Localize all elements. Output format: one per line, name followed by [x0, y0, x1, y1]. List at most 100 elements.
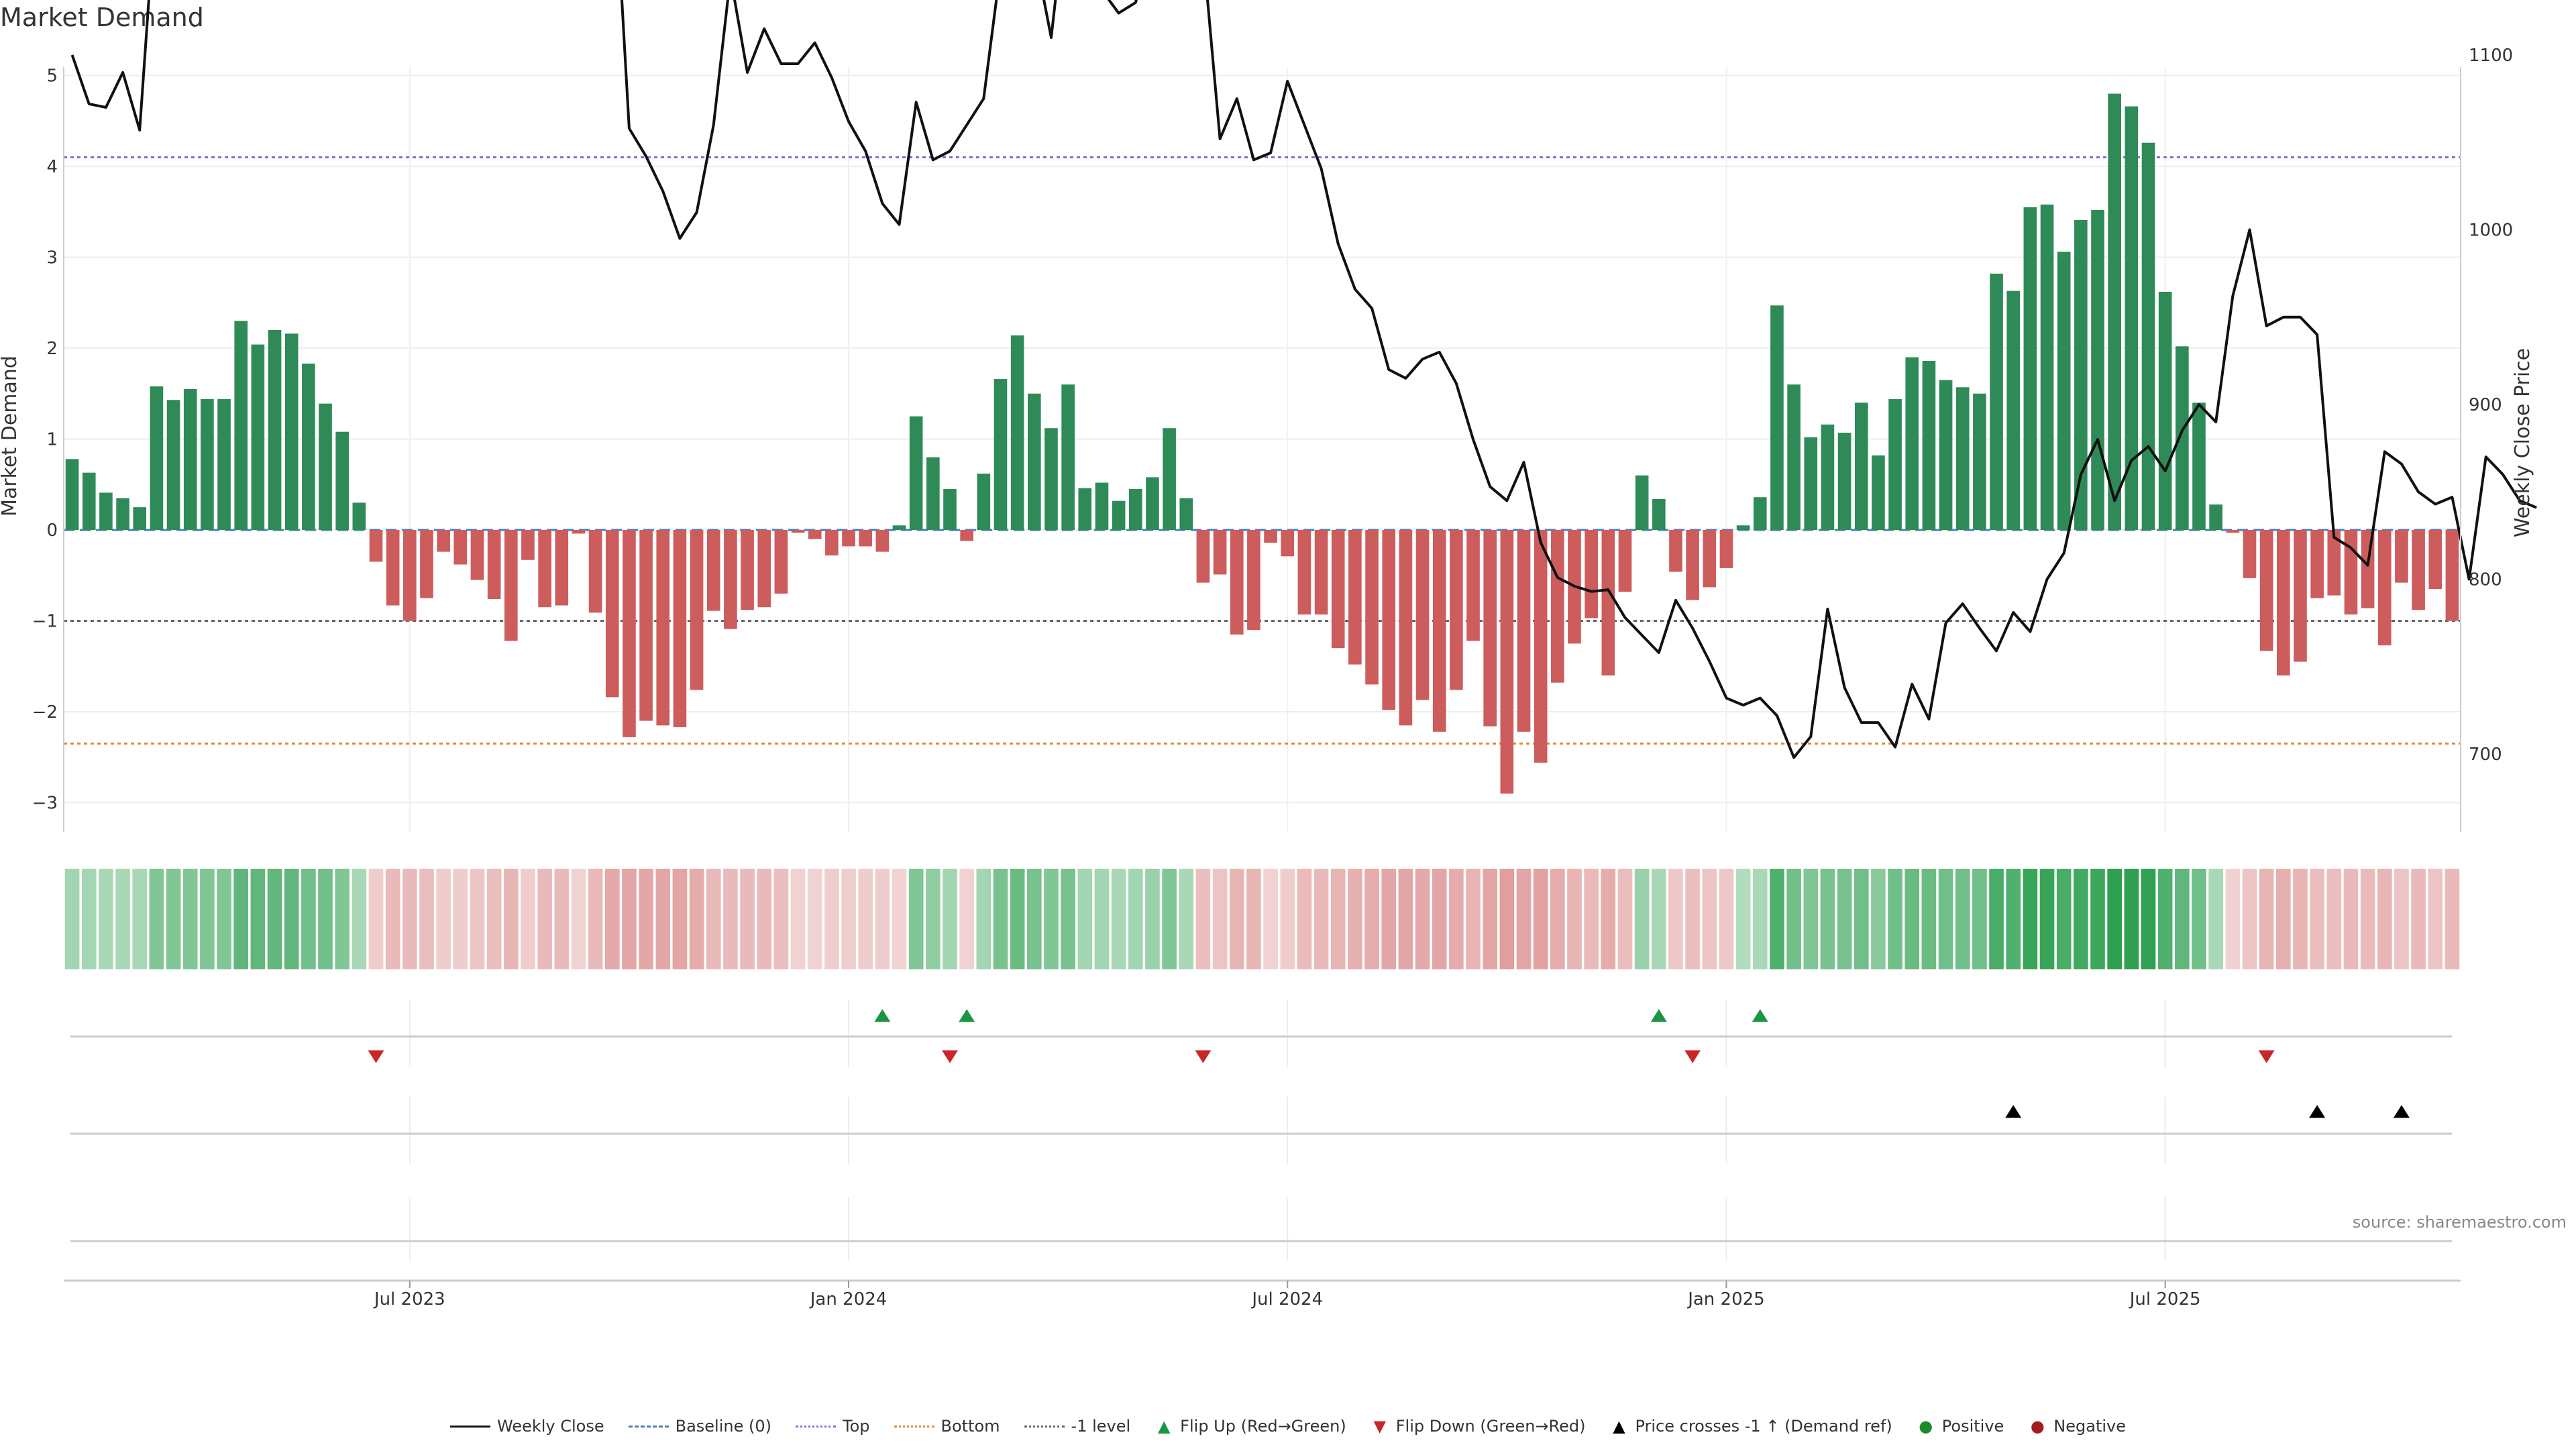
y2-tick-label: 900 — [2469, 395, 2502, 415]
demand-bar — [2294, 530, 2307, 662]
grid-lines — [64, 67, 2461, 1261]
legend-label: -1 level — [1071, 1417, 1131, 1436]
demand-bar — [116, 498, 129, 530]
y-tick-label: −2 — [32, 702, 58, 722]
strip-cell — [166, 869, 181, 969]
demand-bar — [808, 530, 822, 539]
flip-up-marker — [1752, 1009, 1768, 1022]
strip-cell — [2090, 869, 2105, 969]
strip-cell — [2326, 869, 2342, 969]
demand-bar — [2445, 530, 2459, 621]
strip-cell — [1668, 869, 1683, 969]
demand-bar — [2259, 530, 2273, 651]
legend-label: Negative — [2053, 1417, 2127, 1436]
y2-tick-label: 800 — [2469, 570, 2502, 590]
y-tick-label: 2 — [46, 339, 58, 359]
strip-cell — [537, 869, 552, 969]
flip-down-marker — [942, 1050, 959, 1063]
strip-cell — [892, 869, 907, 969]
demand-bar — [166, 400, 180, 530]
demand-heat-strip — [64, 869, 2460, 969]
strip-cell — [132, 869, 148, 969]
strip-cell — [335, 869, 350, 969]
price-cross-marker — [2309, 1105, 2326, 1118]
strip-cell — [655, 869, 671, 969]
strip-cell — [588, 869, 603, 969]
circle-icon: ● — [2030, 1417, 2045, 1436]
demand-bar — [1534, 530, 1548, 763]
strip-cell — [1499, 869, 1515, 969]
legend-item: ▲ Flip Up (Red→Green) — [1150, 1417, 1350, 1436]
x-tick-label: Jul 2025 — [2129, 1289, 2201, 1309]
flip-down-marker — [1684, 1050, 1701, 1063]
demand-bar — [1010, 335, 1024, 530]
demand-bar — [437, 530, 450, 552]
strip-cell — [1770, 869, 1784, 969]
strip-cell — [2225, 869, 2241, 969]
demand-bar — [82, 472, 96, 530]
demand-bar — [572, 530, 586, 534]
legend-item: -1 level — [1020, 1417, 1135, 1436]
demand-bar — [150, 386, 164, 530]
demand-bar — [2141, 142, 2155, 530]
demand-bar — [2412, 530, 2425, 610]
strip-cell — [149, 869, 164, 969]
demand-bar — [335, 431, 349, 530]
strip-cell — [1483, 869, 1498, 969]
legend-label: Positive — [1941, 1417, 2004, 1436]
strip-cell — [301, 869, 316, 969]
strip-cell — [2242, 869, 2257, 969]
strip-cell — [1752, 869, 1768, 969]
strip-cell — [1735, 869, 1751, 969]
strip-cell — [1803, 869, 1819, 969]
strip-cell — [2039, 869, 2055, 969]
strip-cell — [976, 869, 991, 969]
strip-cell — [1820, 869, 1835, 969]
strip-cell — [993, 869, 1008, 969]
strip-cell — [200, 869, 215, 969]
strip-cell — [1854, 869, 1869, 969]
y-tick-label: 3 — [46, 248, 58, 268]
demand-bar — [2006, 290, 2021, 530]
strip-cell — [81, 869, 97, 969]
demand-bar — [470, 530, 484, 580]
legend-item: ● Positive — [1913, 1417, 2008, 1436]
demand-bar — [588, 530, 602, 613]
demand-bar — [2310, 530, 2324, 598]
legend-label: Flip Up (Red→Green) — [1180, 1417, 1346, 1436]
demand-bar — [1331, 530, 1345, 649]
x-tick-label: Jul 2024 — [1250, 1289, 1323, 1309]
strip-cell — [908, 869, 924, 969]
y-axis-label: Market Demand — [0, 356, 21, 517]
demand-bar — [706, 530, 720, 611]
strip-cell — [453, 869, 468, 969]
demand-bar — [1973, 393, 1986, 530]
strip-cell — [1111, 869, 1126, 969]
demand-bar — [251, 344, 265, 530]
demand-bar — [1196, 530, 1210, 583]
legend-item: ▼ Flip Down (Green→Red) — [1366, 1417, 1590, 1436]
strip-cell — [1313, 869, 1329, 969]
strip-cell — [1601, 869, 1616, 969]
demand-bar — [2108, 93, 2121, 531]
demand-bar — [1061, 384, 1075, 530]
strip-cell — [1415, 869, 1430, 969]
demand-bar — [1432, 530, 1446, 732]
strip-cell — [1044, 869, 1059, 969]
demand-bar — [133, 507, 147, 530]
legend-label: Price crosses -1 ↑ (Demand ref) — [1635, 1417, 1892, 1436]
demand-bar — [369, 530, 383, 562]
demand-bar — [420, 530, 433, 598]
strip-cell — [2394, 869, 2409, 969]
demand-bar — [99, 492, 113, 530]
strip-cell — [554, 869, 570, 969]
y-axis-right: 70080090010001100120013001400 — [2460, 46, 2513, 832]
x-tick-label: Jan 2024 — [809, 1289, 888, 1309]
demand-bar — [268, 329, 282, 530]
demand-bar — [1028, 393, 1041, 530]
demand-bar — [1128, 489, 1142, 530]
triangle-down-icon: ▼ — [1373, 1417, 1386, 1436]
demand-bar — [538, 530, 551, 608]
strip-cell — [486, 869, 502, 969]
demand-bar — [1483, 530, 1497, 727]
